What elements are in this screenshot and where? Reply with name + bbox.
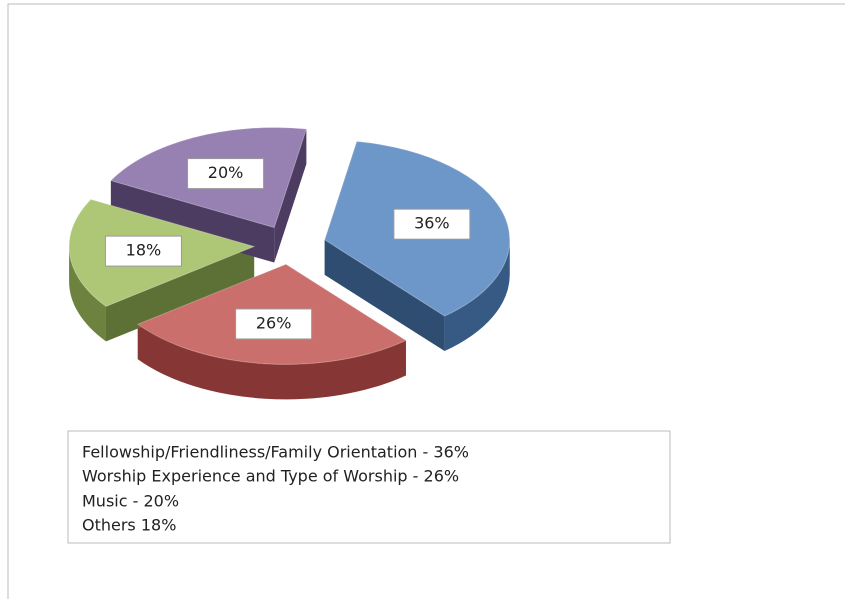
data-label: 18% (126, 241, 162, 260)
slice-side (274, 129, 307, 263)
data-label: 36% (414, 214, 450, 233)
legend-line: Music - 20% (82, 492, 179, 511)
data-label-box (104, 235, 182, 267)
slice-side-shade (137, 324, 406, 400)
frame (7, 3, 845, 599)
slice-side (69, 246, 106, 342)
data-label-box (235, 308, 313, 340)
slice-side-shade (274, 129, 307, 263)
legend-line: Others 18% (82, 516, 176, 535)
data-label-box (187, 158, 265, 190)
pie: 36% 26% 18% 20% (68, 127, 511, 400)
data-label-box (393, 208, 471, 240)
slice-side-shade (444, 239, 510, 352)
legend-line: Worship Experience and Type of Worship -… (82, 467, 459, 486)
slice-side (137, 324, 406, 400)
legend-line: Fellowship/Friendliness/Family Orientati… (82, 443, 469, 462)
slice-side (324, 239, 445, 352)
legend-box (67, 430, 671, 544)
data-label: 26% (256, 313, 292, 332)
slice-side-shade (324, 239, 445, 352)
slice-side (444, 239, 510, 352)
slice-side-shade (69, 246, 106, 342)
data-label: 20% (208, 163, 244, 182)
